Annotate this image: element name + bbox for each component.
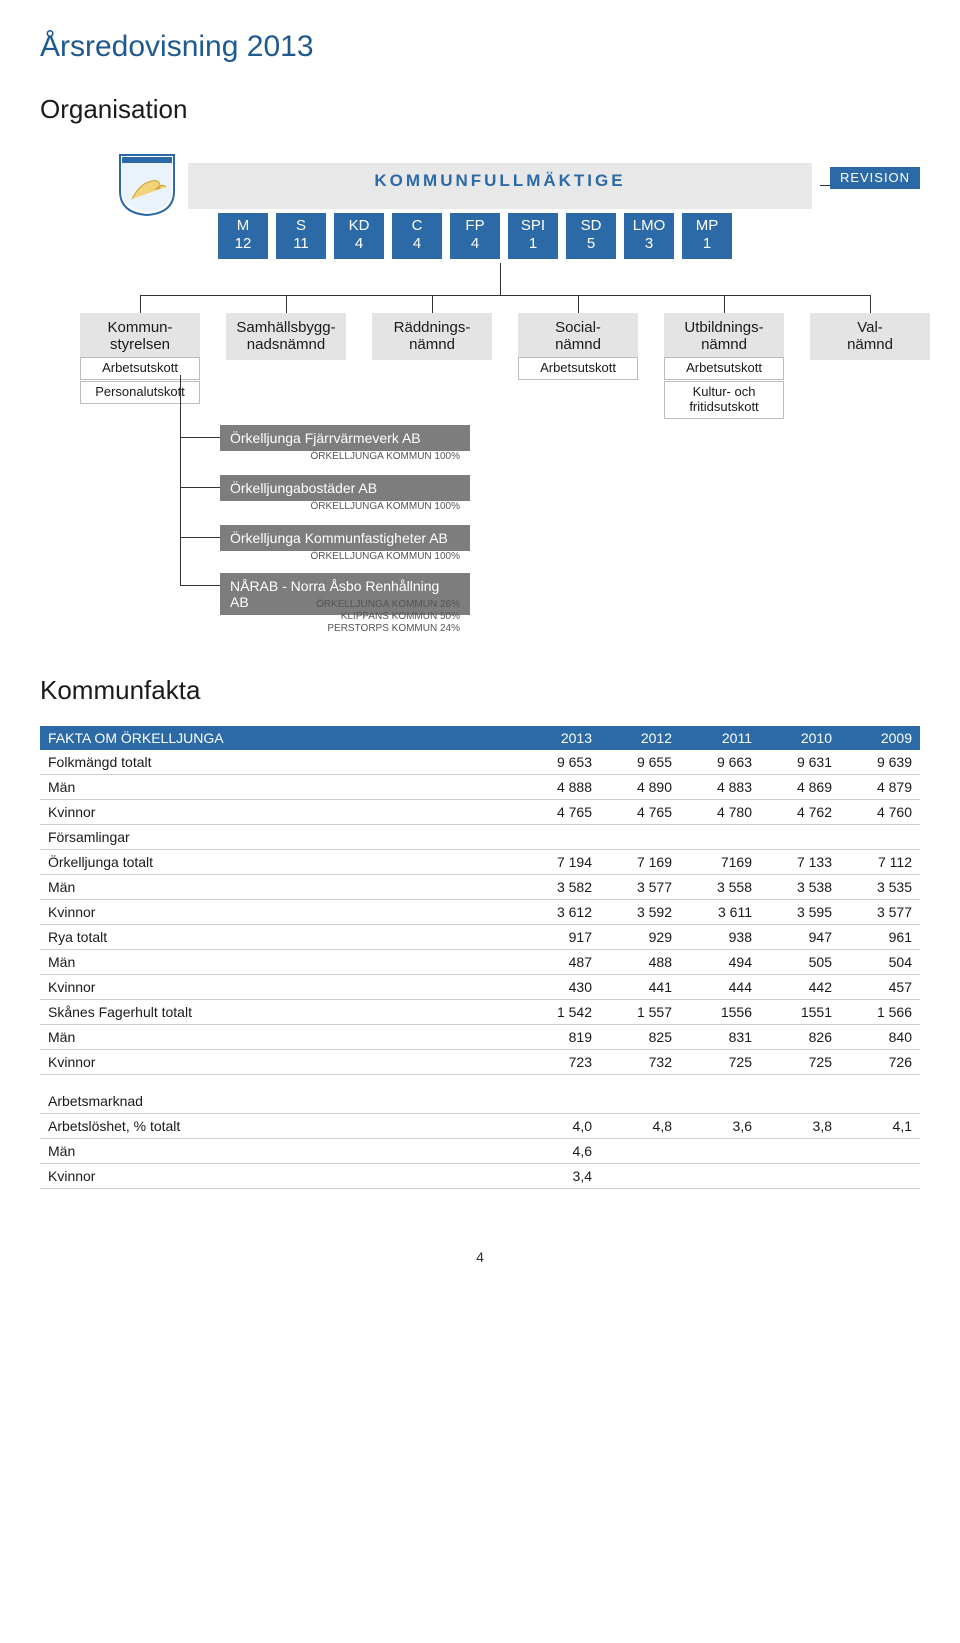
company-sub: ÖRKELLJUNGA KOMMUN 26% KLIPPANS KOMMUN 5…	[220, 599, 470, 635]
section-organisation: Organisation	[40, 94, 920, 125]
party-box: SPI1	[508, 213, 558, 259]
company-sub: ÖRKELLJUNGA KOMMUN 100%	[220, 551, 470, 563]
company-fjarrvarmeverk: Örkelljunga Fjärrvärmeverk AB	[220, 425, 470, 451]
company-kommunfastigheter: Örkelljunga Kommunfastigheter AB	[220, 525, 470, 551]
connector-line	[180, 487, 220, 488]
party-box: M12	[218, 213, 268, 259]
connector-line	[180, 585, 220, 586]
table-header-row: FAKTA OM ÖRKELLJUNGA 2013 2012 2011 2010…	[40, 726, 920, 750]
party-box: SD5	[566, 213, 616, 259]
box-utbildningsnamnd: Utbildnings-nämnd	[664, 313, 784, 360]
table-row: Män4,6	[40, 1138, 920, 1163]
council-bar: KOMMUNFULLMÄKTIGE	[188, 163, 812, 209]
table-row: Skånes Fagerhult totalt1 5421 5571556155…	[40, 1000, 920, 1025]
sub-kultur: Kultur- och fritidsutskott	[664, 381, 784, 419]
party-box: FP4	[450, 213, 500, 259]
connector-line	[286, 295, 287, 313]
header-year: 2010	[760, 726, 840, 750]
party-box: C4	[392, 213, 442, 259]
page-number: 4	[40, 1249, 920, 1265]
table-row: Församlingar	[40, 825, 920, 850]
company-sub: ÖRKELLJUNGA KOMMUN 100%	[220, 451, 470, 463]
party-box: KD4	[334, 213, 384, 259]
table-row: Män4 8884 8904 8834 8694 879	[40, 775, 920, 800]
sub-personalutskott: Personalutskott	[80, 381, 200, 404]
connector-line	[870, 295, 871, 313]
table-row: Kvinnor723732725725726	[40, 1050, 920, 1075]
party-box: LMO3	[624, 213, 674, 259]
connector-line	[724, 295, 725, 313]
table-row: Örkelljunga totalt7 1947 16971697 1337 1…	[40, 850, 920, 875]
table-row: Kvinnor3,4	[40, 1163, 920, 1188]
table-row: Kvinnor3 6123 5923 6113 5953 577	[40, 900, 920, 925]
council-title: KOMMUNFULLMÄKTIGE	[374, 171, 625, 191]
table-row: Kvinnor4 7654 7654 7804 7624 760	[40, 800, 920, 825]
box-valnamnd: Val-nämnd	[810, 313, 930, 360]
revision-box: REVISION	[830, 167, 920, 189]
connector-line	[140, 295, 141, 313]
facts-table: FAKTA OM ÖRKELLJUNGA 2013 2012 2011 2010…	[40, 726, 920, 1189]
party-row: M12S11KD4C4FP4SPI1SD5LMO3MP1	[218, 213, 732, 259]
sub-arbetsutskott-3: Arbetsutskott	[664, 357, 784, 380]
table-row: Män819825831826840	[40, 1025, 920, 1050]
box-kommunstyrelsen: Kommun-styrelsen	[80, 313, 200, 360]
company-bostader: Örkelljungabostäder AB	[220, 475, 470, 501]
table-row: Arbetslöshet, % totalt4,04,83,63,84,1	[40, 1113, 920, 1138]
table-row: Arbetsmarknad	[40, 1089, 920, 1114]
sub-arbetsutskott-1: Arbetsutskott	[80, 357, 200, 380]
connector-line	[180, 537, 220, 538]
org-chart: KOMMUNFULLMÄKTIGE REVISION M12S11KD4C4FP…	[40, 145, 920, 645]
table-row: Män487488494505504	[40, 950, 920, 975]
shield-logo-icon	[118, 153, 176, 217]
box-samhallsbyggnadsnamnd: Samhällsbygg-nadsnämnd	[226, 313, 346, 360]
doc-title: Årsredovisning 2013	[40, 30, 920, 64]
box-raddningsnamnd: Räddnings-nämnd	[372, 313, 492, 360]
connector-line	[500, 263, 501, 295]
connector-line	[432, 295, 433, 313]
sub-arbetsutskott-2: Arbetsutskott	[518, 357, 638, 380]
connector-line	[820, 185, 830, 186]
connector-line	[180, 437, 220, 438]
table-row: Folkmängd totalt9 6539 6559 6639 6319 63…	[40, 750, 920, 775]
table-row: Rya totalt917929938947961	[40, 925, 920, 950]
section-kommunfakta: Kommunfakta	[40, 675, 920, 706]
table-row: Män3 5823 5773 5583 5383 535	[40, 875, 920, 900]
header-label: FAKTA OM ÖRKELLJUNGA	[40, 726, 520, 750]
party-box: S11	[276, 213, 326, 259]
header-year: 2012	[600, 726, 680, 750]
table-row: Kvinnor430441444442457	[40, 975, 920, 1000]
header-year: 2009	[840, 726, 920, 750]
connector-line	[180, 375, 181, 585]
header-year: 2013	[520, 726, 600, 750]
connector-line	[140, 295, 870, 296]
header-year: 2011	[680, 726, 760, 750]
box-socialnamnd: Social-nämnd	[518, 313, 638, 360]
party-box: MP1	[682, 213, 732, 259]
company-sub: ÖRKELLJUNGA KOMMUN 100%	[220, 501, 470, 513]
connector-line	[578, 295, 579, 313]
